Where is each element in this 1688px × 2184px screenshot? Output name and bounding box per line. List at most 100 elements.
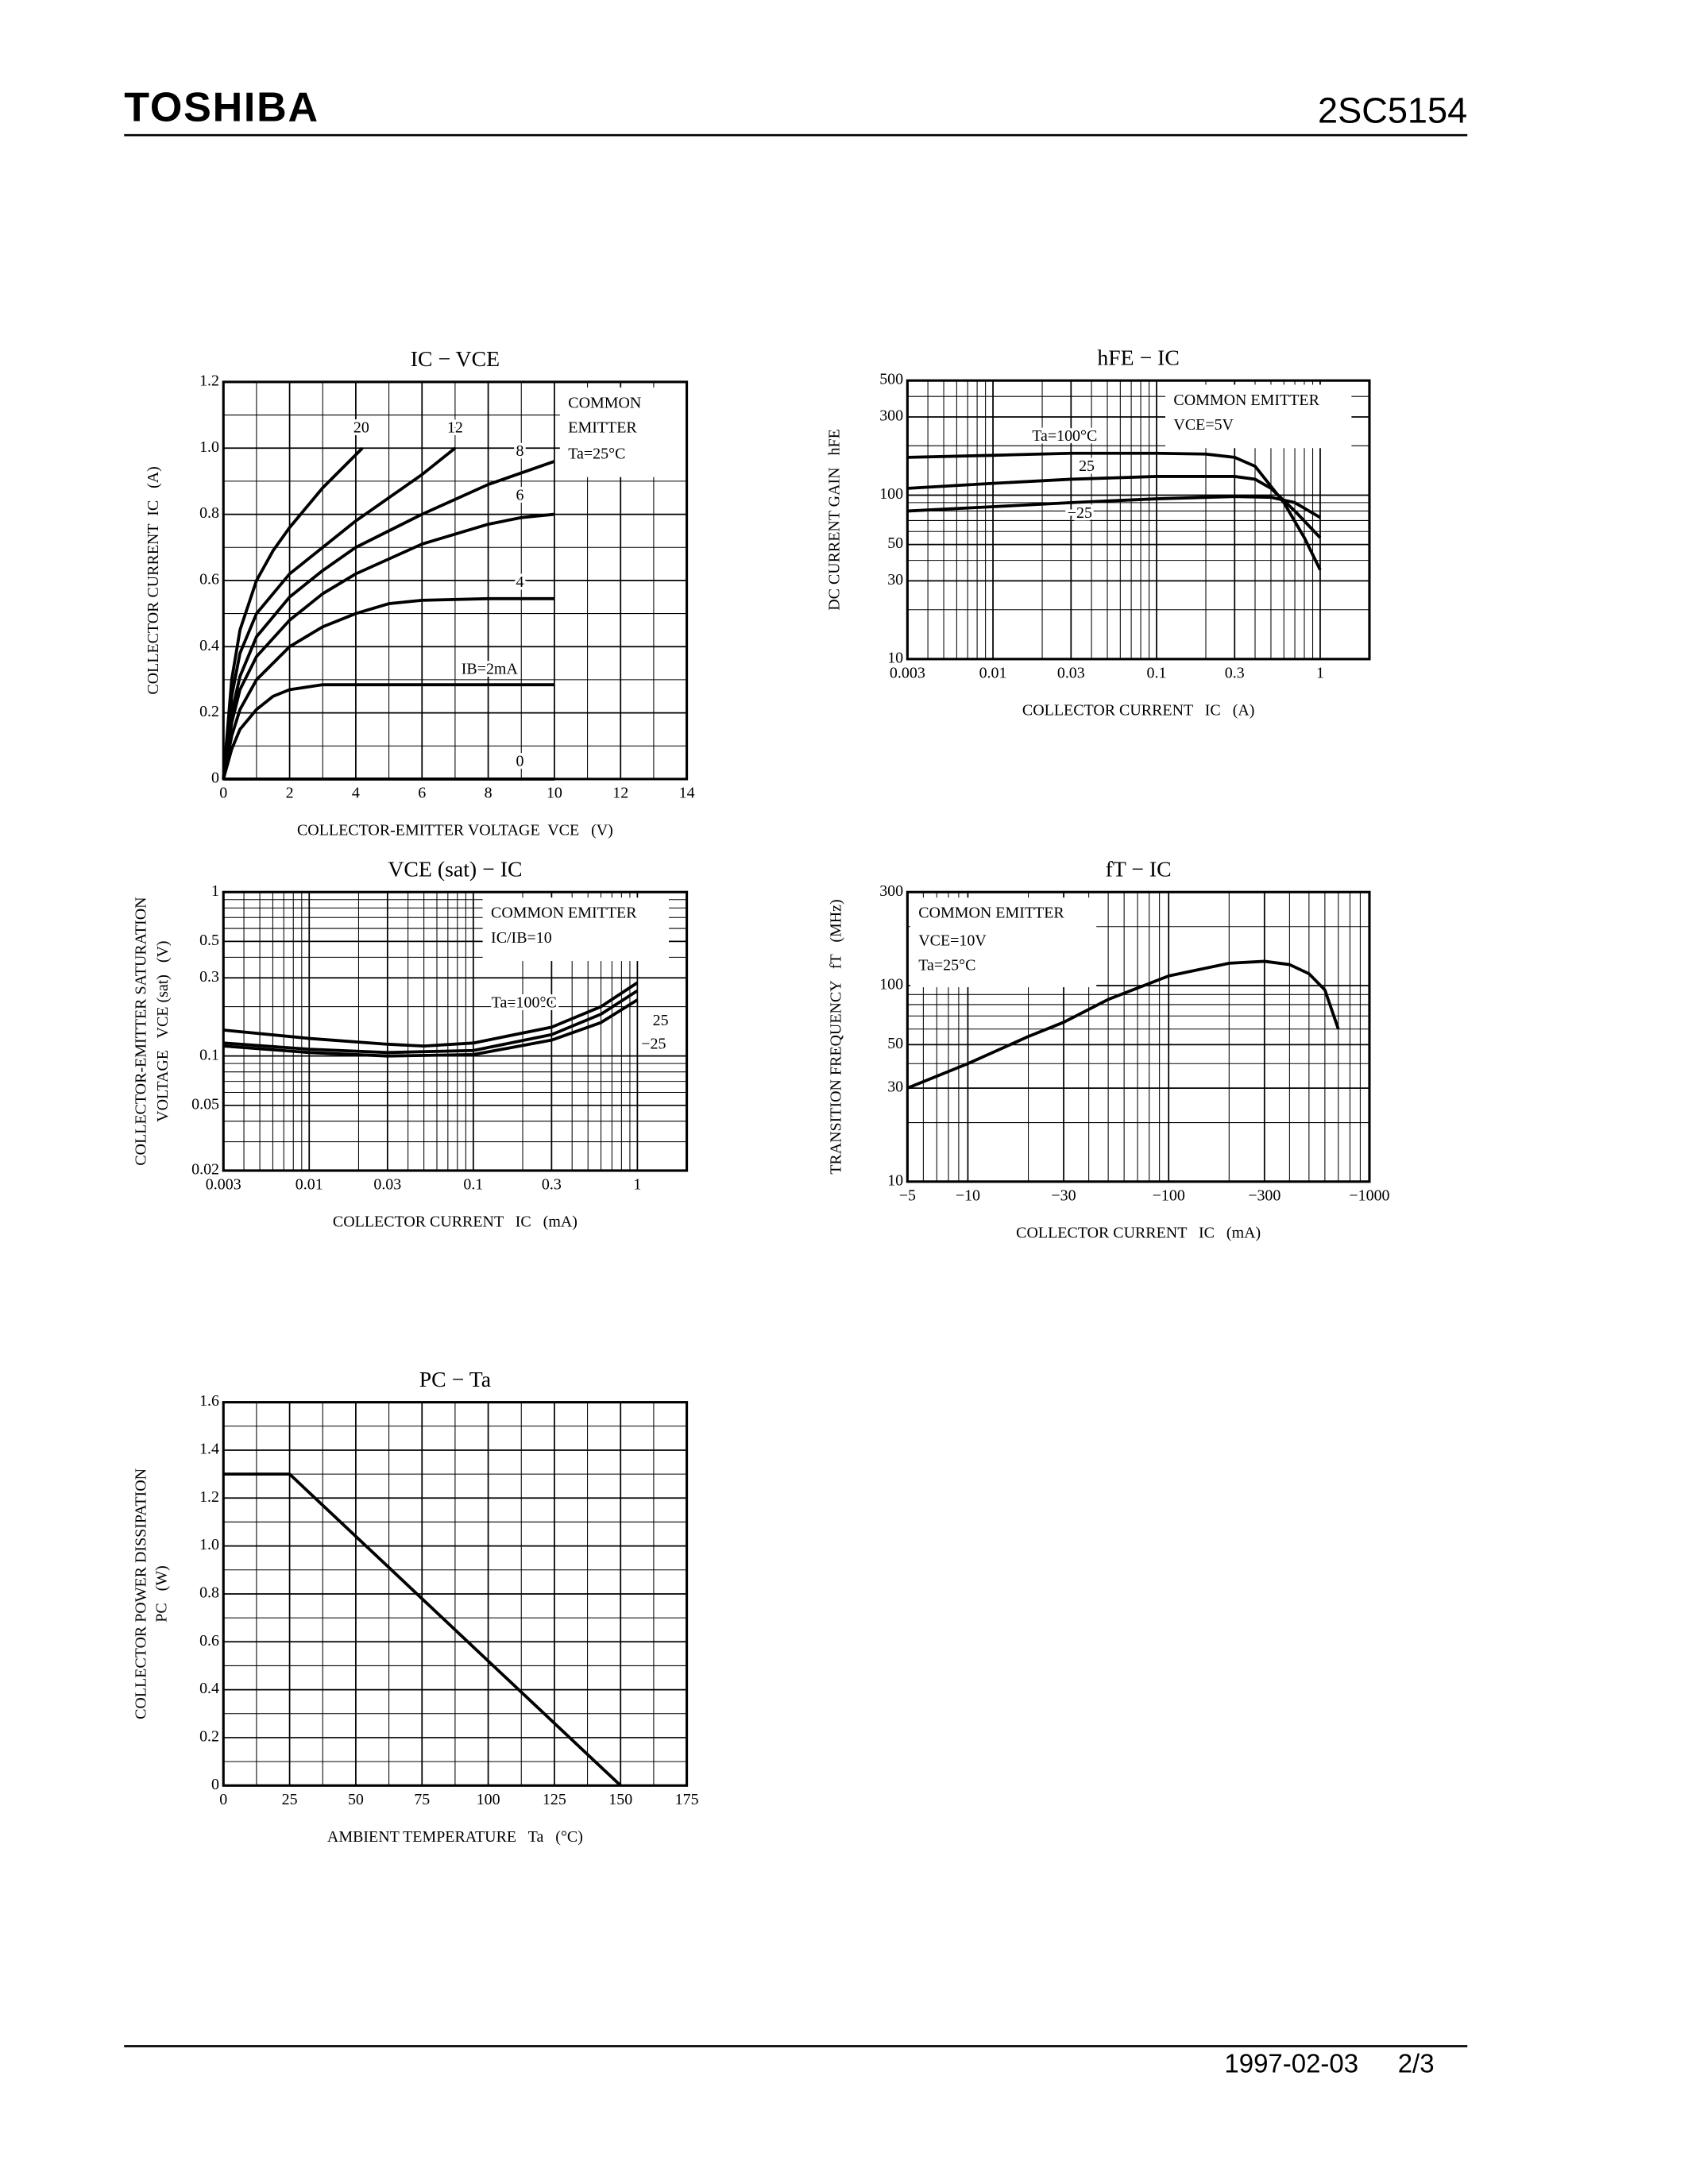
y-axis-label: COLLECTOR-EMITTER SATURATION <box>132 897 149 1165</box>
curve <box>906 959 1340 1090</box>
x-tick-label: 0 <box>219 1791 227 1808</box>
y-tick-label: 1.0 <box>199 1536 219 1553</box>
annotation: VCE=10V <box>918 932 987 949</box>
y-axis-label: TRANSITION FREQUENCY fT (MHz) <box>827 899 844 1174</box>
curve <box>907 495 1321 519</box>
y-tick-label: 0.1 <box>199 1046 219 1063</box>
curve <box>222 683 554 780</box>
curve-label: −25 <box>641 1036 666 1053</box>
curve-label: 25 <box>653 1012 669 1029</box>
curve-label: IB=2mA <box>462 660 519 677</box>
y-tick-label: 50 <box>887 534 903 552</box>
curve-label: 0 <box>516 753 524 770</box>
x-tick-label: 6 <box>418 785 426 802</box>
y-tick-label: 10 <box>887 649 903 666</box>
y-tick-label: 0.5 <box>199 932 219 949</box>
y-axis-label: VOLTAGE VCE (sat) (V) <box>154 940 172 1121</box>
y-tick-label: 1.4 <box>199 1441 219 1458</box>
x-tick-label: 0.1 <box>463 1176 483 1194</box>
x-tick-label: 0.01 <box>295 1176 323 1194</box>
annotation-backing <box>559 387 747 477</box>
annotation: COMMON EMITTER <box>491 905 637 922</box>
annotation-backing <box>482 897 670 962</box>
y-tick-label: 300 <box>879 882 903 900</box>
curve-label: 4 <box>516 573 524 591</box>
curve <box>222 460 555 780</box>
x-tick-label: 0.03 <box>373 1176 401 1194</box>
x-tick-label: 25 <box>282 1791 298 1808</box>
y-tick-label: 100 <box>879 485 903 503</box>
y-tick-label: 0 <box>211 769 219 786</box>
curve-label: Ta=100°C <box>1032 427 1097 445</box>
y-tick-label: 300 <box>879 407 903 425</box>
x-tick-label: 0.003 <box>890 665 925 682</box>
x-tick-label: 10 <box>547 785 562 802</box>
curve <box>222 446 457 780</box>
x-axis-label: COLLECTOR CURRENT IC (A) <box>1022 701 1254 719</box>
footer-page: 2/3 <box>1398 2048 1435 2078</box>
x-axis-label: COLLECTOR CURRENT IC (mA) <box>333 1214 577 1231</box>
part-number: 2SC5154 <box>1318 90 1467 130</box>
y-tick-label: 1.6 <box>199 1392 219 1410</box>
x-tick-label: 100 <box>477 1791 500 1808</box>
annotation: EMITTER <box>568 419 637 437</box>
annotation: VCE=5V <box>1173 416 1234 434</box>
plot-frame <box>906 890 1371 1183</box>
x-tick-label: 1 <box>633 1176 641 1194</box>
chart-title: VCE (sat) − IC <box>388 858 522 882</box>
y-tick-label: 0.3 <box>199 968 219 986</box>
y-tick-label: 1.2 <box>199 1488 219 1506</box>
plot-frame <box>222 380 689 781</box>
x-axis-label: AMBIENT TEMPERATURE Ta (°C) <box>327 1828 583 1846</box>
y-tick-label: 1.0 <box>199 438 219 456</box>
x-tick-label: 0.003 <box>206 1176 241 1194</box>
y-tick-label: 100 <box>879 976 903 994</box>
y-tick-label: 500 <box>879 371 903 388</box>
curve <box>222 512 555 780</box>
plot-frame <box>906 379 1371 661</box>
annotation-backing <box>910 897 1097 988</box>
curve <box>223 989 639 1055</box>
annotation: IC/IB=10 <box>491 929 552 947</box>
y-tick-label: 0.02 <box>191 1161 219 1179</box>
x-tick-label: 14 <box>679 785 695 802</box>
x-tick-label: 75 <box>414 1791 430 1808</box>
curve <box>907 475 1322 539</box>
x-tick-label: 0.3 <box>1225 665 1245 682</box>
x-tick-label: −100 <box>1153 1187 1185 1205</box>
y-tick-label: 0.8 <box>199 1584 219 1602</box>
x-axis-label: COLLECTOR CURRENT IC (mA) <box>1016 1224 1261 1241</box>
y-tick-label: 0.6 <box>199 570 219 588</box>
annotation: COMMON EMITTER <box>1173 392 1319 409</box>
curve <box>223 981 639 1048</box>
y-axis-label: DC CURRENT GAIN hFE <box>826 429 844 611</box>
chart-title: IC − VCE <box>411 347 500 372</box>
brand: TOSHIBA <box>124 85 319 131</box>
x-tick-label: −1000 <box>1349 1187 1389 1205</box>
plot-frame <box>222 890 689 1172</box>
plot-frame <box>222 1401 689 1787</box>
curve-label: 12 <box>447 419 463 437</box>
x-tick-label: −30 <box>1051 1187 1076 1205</box>
y-tick-label: 1.2 <box>199 372 219 389</box>
y-axis-label: COLLECTOR CURRENT IC (A) <box>145 466 162 694</box>
x-tick-label: 2 <box>286 785 294 802</box>
y-tick-label: 0.6 <box>199 1632 219 1650</box>
y-axis-label: PC (W) <box>153 1565 170 1623</box>
annotation: Ta=25°C <box>918 957 975 974</box>
y-tick-label: 50 <box>887 1035 903 1052</box>
y-tick-label: 0.05 <box>191 1095 219 1113</box>
y-tick-label: 10 <box>887 1171 903 1189</box>
y-tick-label: 0.2 <box>199 703 219 720</box>
footer-date: 1997-02-03 <box>1224 2048 1358 2078</box>
curve-label: Ta=100°C <box>492 994 557 1011</box>
annotation-backing <box>1165 384 1352 449</box>
chart-title: hFE − IC <box>1097 346 1180 371</box>
curve-label: 6 <box>516 487 524 504</box>
x-tick-label: −300 <box>1248 1187 1280 1205</box>
chart-title: fT − IC <box>1106 858 1172 882</box>
x-tick-label: 1 <box>1316 665 1324 682</box>
x-tick-label: −5 <box>899 1187 916 1205</box>
curve-label: 25 <box>1079 457 1095 475</box>
annotation: Ta=25°C <box>568 445 625 462</box>
